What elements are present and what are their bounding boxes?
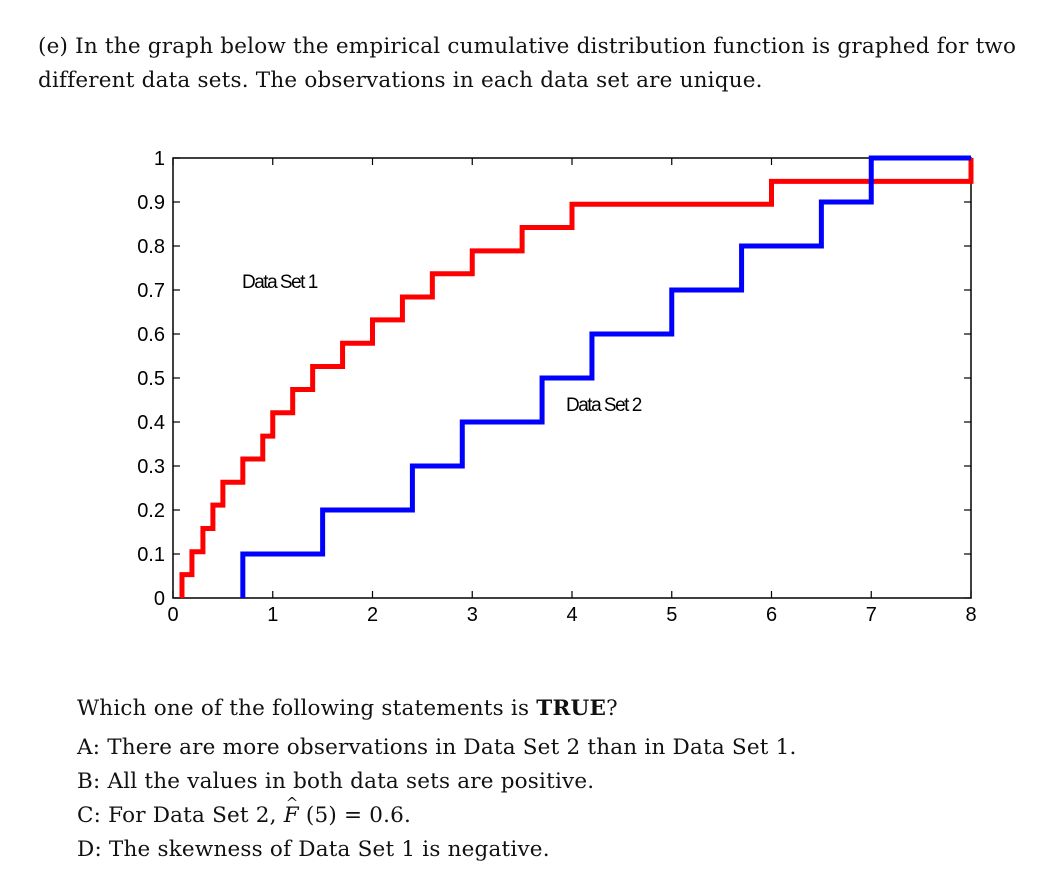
option-c-prefix: C: For Data Set 2, xyxy=(77,803,284,828)
x-tick-label: 5 xyxy=(666,604,677,626)
answer-options: A: There are more observations in Data S… xyxy=(77,731,797,867)
y-tick-label: 0.2 xyxy=(137,500,165,522)
series-label-2: Data Set 2 xyxy=(566,395,642,416)
f-hat-symbol: F xyxy=(284,786,299,833)
y-tick-label: 0.3 xyxy=(137,456,165,478)
question-text: Which one of the following statements is… xyxy=(77,692,618,726)
question-prefix: Which one of the following statements is xyxy=(77,696,537,721)
x-tick-label: 3 xyxy=(467,604,478,626)
option-a[interactable]: A: There are more observations in Data S… xyxy=(77,735,797,760)
x-tick-label: 4 xyxy=(566,604,577,626)
x-tick-label: 0 xyxy=(167,604,178,626)
series-line-1 xyxy=(179,158,974,598)
y-tick-label: 1 xyxy=(154,148,165,170)
y-tick-label: 0.8 xyxy=(137,236,165,258)
option-d[interactable]: D: The skewness of Data Set 1 is negativ… xyxy=(77,837,550,862)
chart-series xyxy=(179,155,974,598)
x-tick-label: 6 xyxy=(766,604,777,626)
x-tick-label: 8 xyxy=(965,604,976,626)
part-label: (e) xyxy=(38,34,69,59)
y-tick-label: 0.5 xyxy=(137,368,165,390)
intro-text: In the graph below the empirical cumulat… xyxy=(38,34,1017,93)
y-tick-label: 0.1 xyxy=(137,544,165,566)
chart-labels: Data Set 1 Data Set 2 xyxy=(242,272,643,416)
x-tick-label: 1 xyxy=(267,604,278,626)
series-label-1: Data Set 1 xyxy=(242,272,318,293)
question-emphasis: TRUE xyxy=(536,696,607,721)
problem-intro: (e) In the graph below the empirical cum… xyxy=(38,30,1038,98)
y-tick-label: 0 xyxy=(154,588,165,610)
option-c-suffix: (5) = 0.6. xyxy=(298,803,412,828)
chart-axes: 0 1 2 3 4 5 6 7 8 0 0.1 0.2 0.3 0.4 0.5 0.6 0.7 0.8 0.9 1 xyxy=(137,148,976,626)
y-tick-label: 0.9 xyxy=(137,192,165,214)
x-tick-label: 7 xyxy=(866,604,877,626)
option-b[interactable]: B: All the values in both data sets are … xyxy=(77,769,595,794)
option-c[interactable]: C: For Data Set 2, F (5) = 0.6. xyxy=(77,786,797,833)
y-tick-label: 0.6 xyxy=(137,324,165,346)
y-tick-label: 0.7 xyxy=(137,280,165,302)
x-tick-label: 2 xyxy=(367,604,378,626)
y-tick-label: 0.4 xyxy=(137,412,165,434)
series-line-2 xyxy=(240,155,971,598)
question-suffix: ? xyxy=(606,696,618,721)
